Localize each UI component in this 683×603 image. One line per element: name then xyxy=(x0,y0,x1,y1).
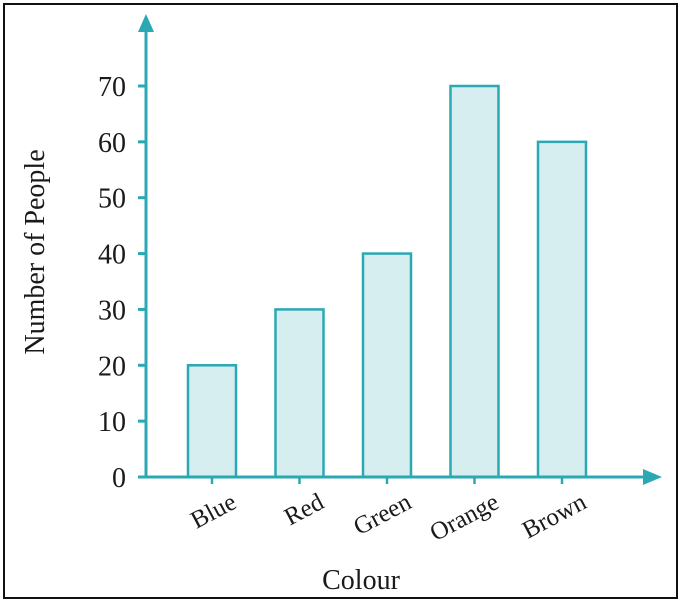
y-tick-label: 30 xyxy=(98,295,126,326)
bar-red xyxy=(274,308,325,479)
y-tick-label: 60 xyxy=(98,128,126,159)
x-category-label: Orange xyxy=(426,488,504,546)
x-axis-arrowhead xyxy=(643,469,662,485)
bar-brown xyxy=(536,140,588,479)
y-axis-title: Number of People xyxy=(20,149,51,354)
x-category-label: Red xyxy=(280,488,329,531)
x-labels-group: Blue Red Green Orange Brown xyxy=(186,477,591,547)
y-tick-label: 40 xyxy=(98,240,126,271)
y-ticks-group: 0 10 20 30 40 50 60 70 xyxy=(98,72,146,494)
y-tick-label: 0 xyxy=(112,463,126,494)
bar-blue xyxy=(186,364,238,479)
x-axis-title: Colour xyxy=(322,565,400,596)
bars-group xyxy=(186,84,588,479)
y-tick-label: 20 xyxy=(98,351,126,382)
y-tick-label: 70 xyxy=(98,72,126,103)
bar-green xyxy=(361,252,413,479)
y-axis-arrowhead xyxy=(138,14,154,32)
x-category-label: Blue xyxy=(186,488,240,534)
y-tick-label: 10 xyxy=(98,407,126,438)
bar-orange xyxy=(449,84,500,479)
x-category-label: Green xyxy=(349,488,416,541)
x-category-label: Brown xyxy=(518,488,591,544)
y-tick-label: 50 xyxy=(98,184,126,215)
